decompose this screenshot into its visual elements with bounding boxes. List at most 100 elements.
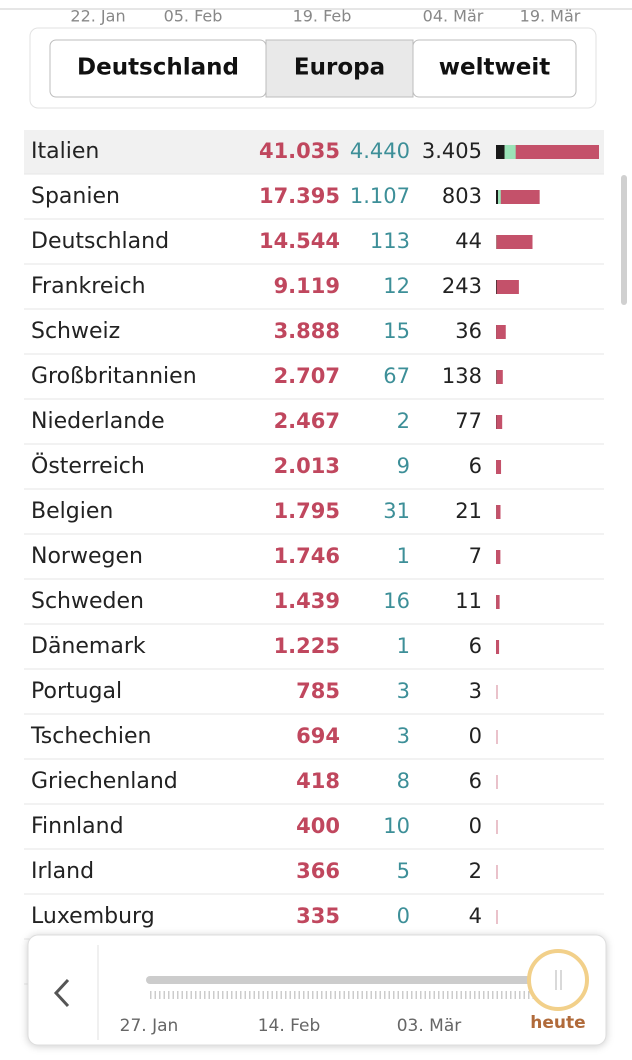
timeline-label: 22. Jan <box>70 7 125 26</box>
country-name[interactable]: Luxemburg <box>31 904 155 929</box>
deaths-cell: 243 <box>442 274 482 298</box>
confirmed-cell: 3.888 <box>274 319 340 343</box>
country-name[interactable]: Spanien <box>31 184 120 209</box>
confirmed-bar <box>496 460 502 474</box>
country-name[interactable]: Irland <box>31 859 94 884</box>
deaths-bar <box>496 280 497 294</box>
timeline-label: 19. Mär <box>520 7 581 26</box>
confirmed-bar <box>496 775 498 789</box>
confirmed-bar <box>496 730 498 744</box>
confirmed-cell: 1.439 <box>274 589 340 613</box>
confirmed-bar <box>496 325 506 339</box>
recovered-cell: 113 <box>370 229 410 253</box>
timeline-label: 19. Feb <box>293 7 352 26</box>
deaths-cell: 0 <box>469 724 482 748</box>
deaths-cell: 138 <box>442 364 482 388</box>
recovered-cell: 10 <box>383 814 410 838</box>
recovered-cell: 1 <box>397 544 410 568</box>
confirmed-cell: 1.795 <box>274 499 340 523</box>
slider-date: 27. Jan <box>120 1016 179 1036</box>
tab-panel: Deutschland Europa weltweit <box>29 27 597 109</box>
country-name[interactable]: Niederlande <box>31 409 165 434</box>
tab-button[interactable] <box>265 39 414 98</box>
deaths-cell: 4 <box>469 904 482 928</box>
back-button[interactable] <box>53 978 70 1008</box>
confirmed-cell: 2.467 <box>274 409 340 433</box>
recovered-cell: 3 <box>397 724 410 748</box>
recovered-cell: 31 <box>383 499 410 523</box>
confirmed-cell: 335 <box>296 904 340 928</box>
tab-label[interactable]: weltweit <box>439 55 550 81</box>
recovered-cell: 4.440 <box>350 139 410 163</box>
deaths-cell: 11 <box>455 589 482 613</box>
country-name[interactable]: Dänemark <box>31 634 146 659</box>
confirmed-cell: 1.225 <box>274 634 340 658</box>
confirmed-cell: 418 <box>296 769 340 793</box>
slider-knob[interactable] <box>527 949 589 1011</box>
timeline-label: 05. Feb <box>164 7 223 26</box>
country-name[interactable]: Schweden <box>31 589 144 614</box>
confirmed-cell: 694 <box>296 724 340 748</box>
confirmed-cell: 400 <box>296 814 340 838</box>
confirmed-bar <box>496 595 500 609</box>
country-name[interactable]: Portugal <box>31 679 122 704</box>
recovered-cell: 3 <box>397 679 410 703</box>
tab-label[interactable]: Europa <box>294 55 385 81</box>
recovered-cell: 16 <box>383 589 410 613</box>
deaths-cell: 6 <box>469 454 482 478</box>
country-name[interactable]: Deutschland <box>31 229 169 254</box>
slider-current: heute <box>530 1013 585 1033</box>
recovered-cell: 12 <box>383 274 410 298</box>
country-name[interactable]: Frankreich <box>31 274 146 299</box>
country-name[interactable]: Griechenland <box>31 769 178 794</box>
recovered-cell: 67 <box>383 364 410 388</box>
deaths-cell: 7 <box>469 544 482 568</box>
tab-label[interactable]: Deutschland <box>77 55 239 81</box>
country-name[interactable]: Finnland <box>31 814 124 839</box>
confirmed-cell: 9.119 <box>274 274 340 298</box>
deaths-cell: 6 <box>469 634 482 658</box>
confirmed-bar <box>496 370 503 384</box>
confirmed-bar <box>496 685 498 699</box>
country-name[interactable]: Belgien <box>31 499 113 524</box>
deaths-cell: 2 <box>469 859 482 883</box>
deaths-cell: 803 <box>442 184 482 208</box>
confirmed-bar <box>496 415 503 429</box>
deaths-cell: 3 <box>469 679 482 703</box>
deaths-bar <box>496 190 499 204</box>
scrollbar <box>621 175 627 305</box>
slider-date: 03. Mär <box>397 1016 462 1036</box>
country-name[interactable]: Schweiz <box>31 319 120 344</box>
recovered-cell: 9 <box>397 454 410 478</box>
country-name[interactable]: Großbritannien <box>31 364 197 389</box>
country-name[interactable]: Norwegen <box>31 544 143 569</box>
deaths-cell: 36 <box>455 319 482 343</box>
recovered-cell: 2 <box>397 409 410 433</box>
confirmed-cell: 1.746 <box>274 544 340 568</box>
deaths-bar <box>496 145 505 159</box>
recovered-bar <box>504 145 516 159</box>
confirmed-bar <box>496 145 599 159</box>
confirmed-bar <box>496 280 519 294</box>
country-name[interactable]: Italien <box>31 139 99 164</box>
confirmed-bar <box>496 865 498 879</box>
confirmed-cell: 2.013 <box>274 454 340 478</box>
tab-button[interactable] <box>412 39 577 98</box>
recovered-cell: 8 <box>397 769 410 793</box>
country-name[interactable]: Tschechien <box>30 724 151 749</box>
confirmed-cell: 17.395 <box>259 184 340 208</box>
recovered-cell: 5 <box>397 859 410 883</box>
confirmed-bar <box>496 550 501 564</box>
deaths-cell: 6 <box>469 769 482 793</box>
confirmed-cell: 2.707 <box>274 364 340 388</box>
confirmed-bar <box>496 640 500 654</box>
slider-card <box>27 934 607 1046</box>
confirmed-bar <box>496 820 498 834</box>
recovered-cell: 15 <box>383 319 410 343</box>
deaths-cell: 21 <box>455 499 482 523</box>
confirmed-cell: 14.544 <box>259 229 340 253</box>
confirmed-bar <box>496 190 540 204</box>
country-name[interactable]: Österreich <box>31 453 145 479</box>
